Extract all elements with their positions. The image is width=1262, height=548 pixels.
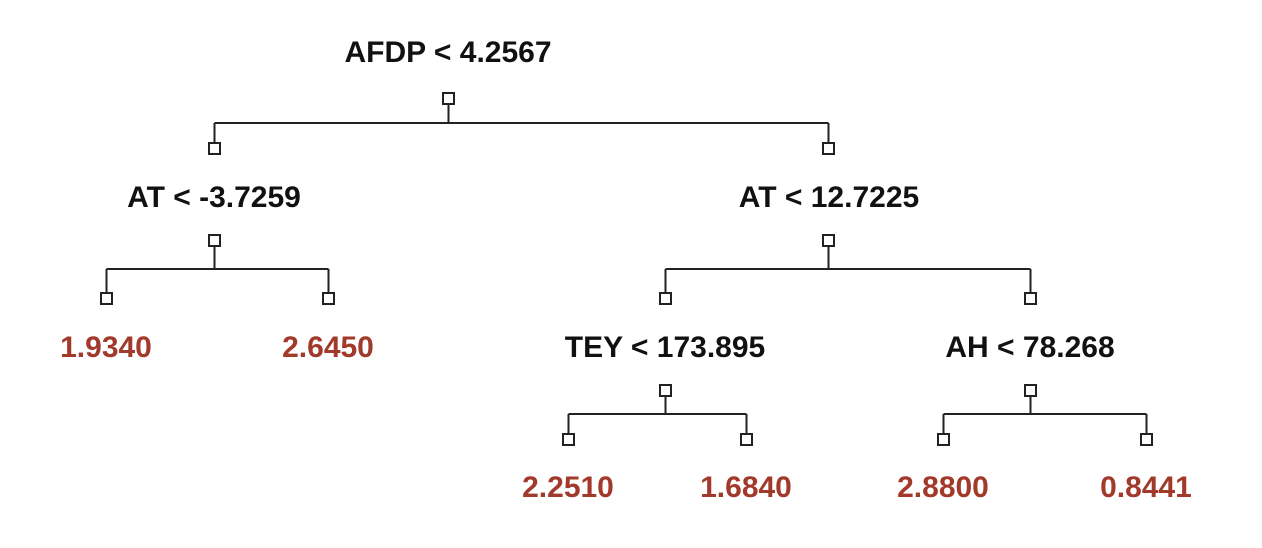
leaf-value: 2.8800 xyxy=(897,471,989,504)
tey-connector xyxy=(567,396,748,434)
tey-node-box xyxy=(659,384,672,397)
leaf-value: 2.2510 xyxy=(522,471,614,504)
right-node-box xyxy=(822,234,835,247)
root-connector xyxy=(213,104,830,143)
right-right-child-box xyxy=(1024,292,1037,305)
leaf-value: 2.6450 xyxy=(282,331,374,364)
left-node-box xyxy=(208,234,221,247)
root-right-child-box xyxy=(822,142,835,155)
ah-connector xyxy=(942,396,1148,434)
tey-leaf-left-box xyxy=(562,433,575,446)
leaf-value: 1.9340 xyxy=(60,331,152,364)
right-left-child-box xyxy=(659,292,672,305)
leaf-value: 1.6840 xyxy=(700,471,792,504)
left-split-label: AT < -3.7259 xyxy=(127,181,301,214)
ah-leaf-left-box xyxy=(937,433,950,446)
root-left-child-box xyxy=(208,142,221,155)
tey-split-label: TEY < 173.895 xyxy=(565,331,765,364)
left-leaf-right-box xyxy=(322,292,335,305)
tey-leaf-right-box xyxy=(740,433,753,446)
leaf-value: 0.8441 xyxy=(1100,471,1192,504)
left-leaf-left-box xyxy=(100,292,113,305)
root-node-box xyxy=(442,92,455,105)
left-connector xyxy=(105,246,330,293)
ah-node-box xyxy=(1024,384,1037,397)
right-split-label: AT < 12.7225 xyxy=(739,181,919,214)
ah-split-label: AH < 78.268 xyxy=(945,331,1114,364)
root-split-label: AFDP < 4.2567 xyxy=(344,36,551,69)
right-connector xyxy=(664,246,1032,293)
ah-leaf-right-box xyxy=(1140,433,1153,446)
